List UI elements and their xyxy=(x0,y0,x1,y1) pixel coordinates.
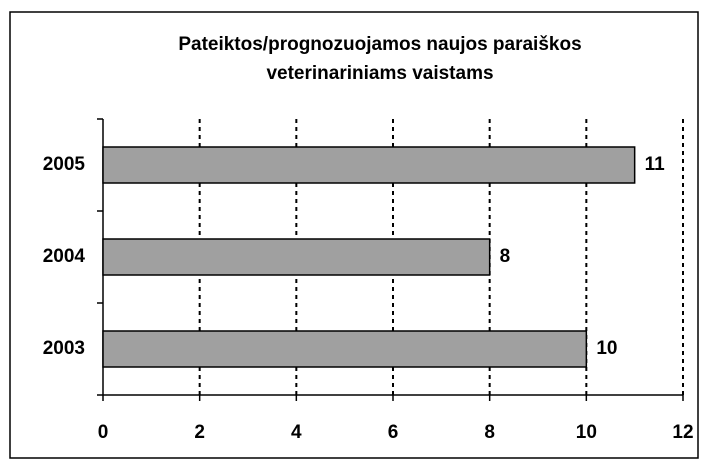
x-tick-label: 10 xyxy=(576,422,597,443)
bar xyxy=(102,146,636,184)
chart-title: Pateiktos/prognozuojamos naujos paraiško… xyxy=(178,34,581,55)
x-tick-label: 0 xyxy=(98,422,109,443)
bar xyxy=(102,238,491,276)
x-tick-label: 6 xyxy=(388,422,399,443)
bar xyxy=(102,330,588,368)
chart-border xyxy=(9,11,699,459)
x-tick-label: 2 xyxy=(194,422,205,443)
y-tick-label: 2005 xyxy=(43,154,86,175)
chart-title: veterinariniams vaistams xyxy=(266,63,493,84)
x-tick-label: 12 xyxy=(672,422,693,443)
y-tick-label: 2003 xyxy=(43,338,85,359)
x-tick-label: 8 xyxy=(484,422,495,443)
data-label: 8 xyxy=(500,246,511,267)
data-label: 11 xyxy=(645,154,666,175)
data-label: 10 xyxy=(596,338,617,359)
x-tick-label: 4 xyxy=(291,422,302,443)
y-tick-label: 2004 xyxy=(43,246,86,267)
